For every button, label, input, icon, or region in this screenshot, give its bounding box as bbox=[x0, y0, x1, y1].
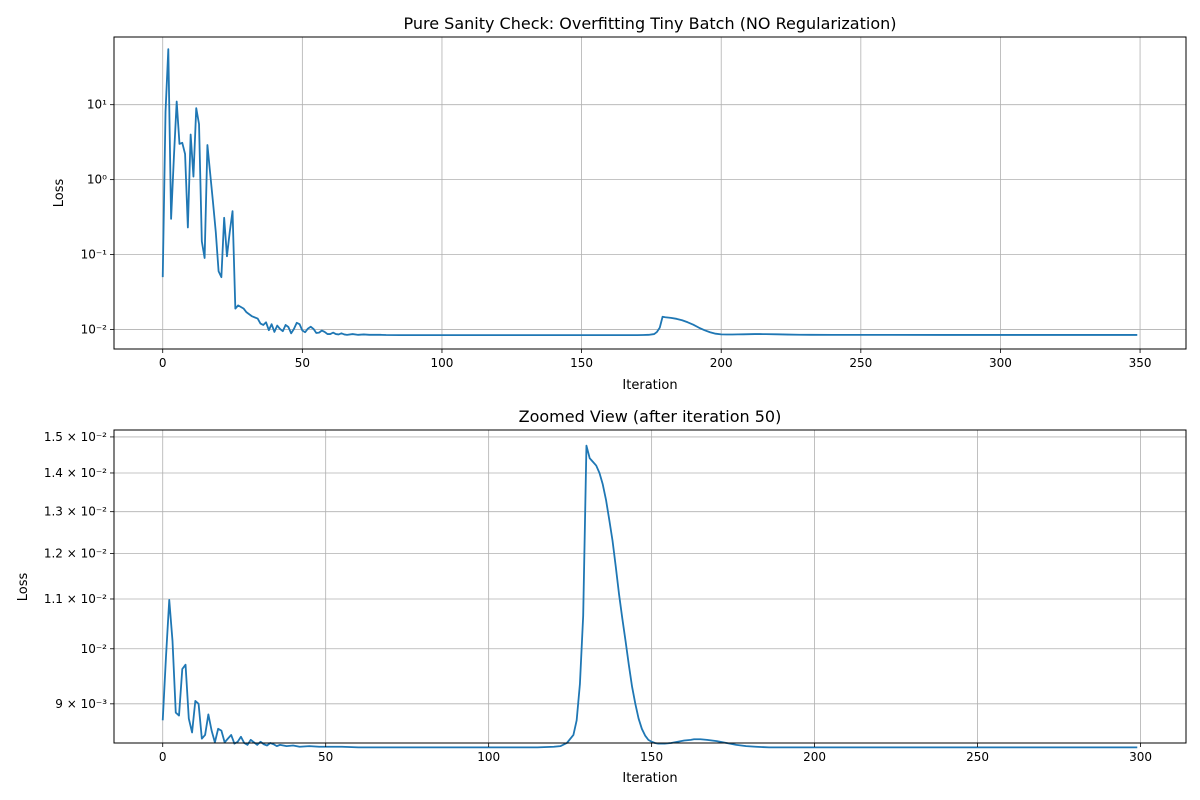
chart-top-xtick-label: 150 bbox=[570, 356, 593, 370]
chart-bottom-title: Zoomed View (after iteration 50) bbox=[519, 407, 782, 426]
chart-bottom-ytick-label: 1.4 × 10⁻² bbox=[44, 466, 107, 480]
chart-top-xtick-label: 300 bbox=[989, 356, 1012, 370]
chart-bottom-ticks: 0 50 100 150 200 250 300 9 × 10⁻³ 10⁻² 1.1 × 10⁻²… bbox=[44, 430, 1152, 764]
chart-bottom-ytick-label: 9 × 10⁻³ bbox=[55, 697, 107, 711]
chart-bottom-ytick-label: 1.1 × 10⁻² bbox=[44, 592, 107, 606]
chart-top-xtick-label: 250 bbox=[849, 356, 872, 370]
chart-bottom-ytick-label: 1.3 × 10⁻² bbox=[44, 505, 107, 519]
chart-bottom-axes-frame bbox=[113, 429, 1187, 744]
chart-bottom-xtick-label: 200 bbox=[803, 750, 826, 764]
chart-bottom-grid bbox=[114, 430, 1186, 743]
chart-top: Pure Sanity Check: Overfitting Tiny Batc… bbox=[52, 14, 1187, 393]
chart-top-xtick-label: 0 bbox=[159, 356, 167, 370]
chart-top-ytick-label: 10⁻¹ bbox=[81, 248, 108, 262]
chart-bottom-ytick-label: 10⁻² bbox=[81, 642, 108, 656]
chart-bottom-ylabel: Loss bbox=[16, 573, 31, 602]
chart-bottom-ytick-label: 1.5 × 10⁻² bbox=[44, 430, 107, 444]
chart-top-ticks: 0 50 100 150 200 250 300 350 10⁻² 10⁻¹ 10⁰ 10¹ bbox=[81, 98, 1152, 370]
chart-bottom: Zoomed View (after iteration 50) 0 50 100 1… bbox=[16, 407, 1187, 786]
chart-top-axes-frame bbox=[113, 36, 1187, 350]
chart-bottom-xtick-label: 0 bbox=[159, 750, 167, 764]
chart-top-xtick-label: 350 bbox=[1129, 356, 1152, 370]
chart-top-xtick-label: 200 bbox=[710, 356, 733, 370]
chart-bottom-xtick-label: 250 bbox=[966, 750, 989, 764]
chart-top-ytick-label: 10⁰ bbox=[87, 173, 107, 187]
chart-bottom-xtick-label: 50 bbox=[318, 750, 333, 764]
chart-top-ytick-label: 10¹ bbox=[87, 98, 107, 112]
chart-top-series-line bbox=[161, 48, 1138, 336]
chart-top-ylabel: Loss bbox=[52, 179, 67, 208]
chart-bottom-xtick-label: 100 bbox=[477, 750, 500, 764]
chart-top-ytick-label: 10⁻² bbox=[81, 323, 108, 337]
chart-bottom-xtick-label: 150 bbox=[640, 750, 663, 764]
chart-top-xtick-label: 100 bbox=[431, 356, 454, 370]
chart-bottom-xlabel: Iteration bbox=[622, 771, 677, 786]
chart-top-title: Pure Sanity Check: Overfitting Tiny Batc… bbox=[404, 14, 897, 33]
chart-top-xtick-label: 50 bbox=[295, 356, 310, 370]
chart-bottom-ytick-label: 1.2 × 10⁻² bbox=[44, 547, 107, 561]
chart-bottom-xtick-label: 300 bbox=[1129, 750, 1152, 764]
chart-top-xlabel: Iteration bbox=[622, 378, 677, 393]
